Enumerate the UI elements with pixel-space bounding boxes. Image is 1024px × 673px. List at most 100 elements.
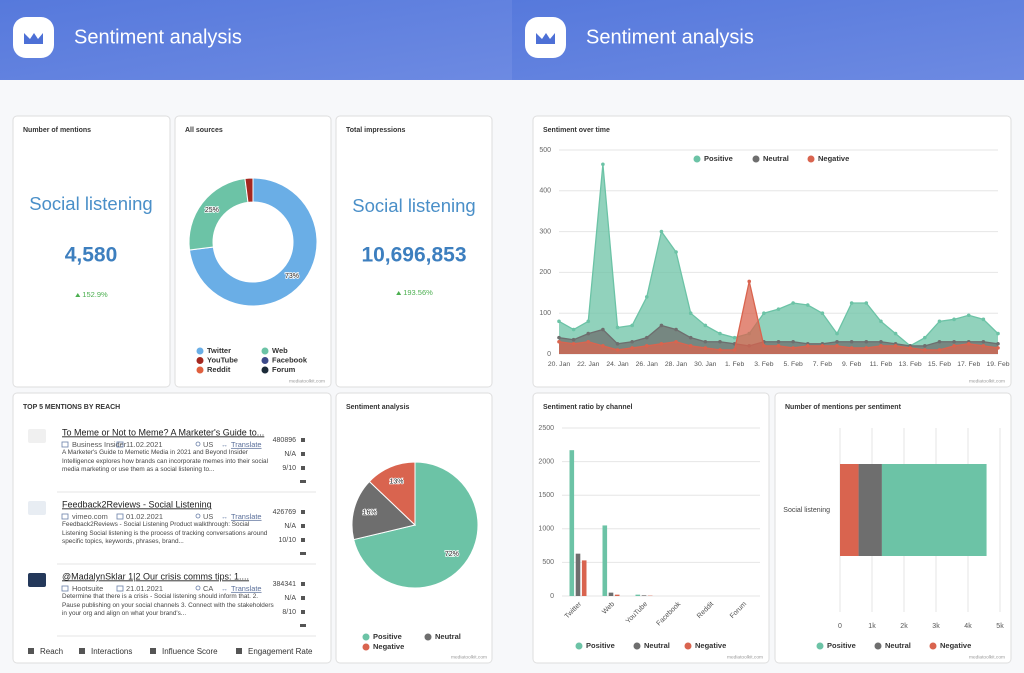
bar bbox=[608, 592, 614, 596]
point bbox=[908, 346, 912, 350]
mentions-legend: Influence Score bbox=[162, 647, 218, 656]
watermark: mediatoolkit.com bbox=[969, 378, 1005, 384]
mention-title: To Meme or Not to Meme? A Marketer's Gui… bbox=[62, 427, 264, 437]
legend-marker bbox=[807, 155, 815, 163]
mention-reach: 426769 bbox=[273, 509, 296, 516]
point bbox=[732, 335, 737, 340]
watermark: mediatoolkit.com bbox=[969, 654, 1005, 660]
mention-date: 11.02.2021 bbox=[126, 440, 162, 449]
point bbox=[557, 319, 561, 324]
point bbox=[864, 339, 869, 344]
card bbox=[335, 115, 493, 388]
icon bbox=[61, 585, 69, 592]
point bbox=[879, 319, 883, 324]
stat-icon bbox=[301, 524, 305, 528]
stat-icon bbox=[301, 466, 305, 470]
x-tick-label: 11. Feb bbox=[870, 361, 893, 368]
x-tick-label: 7. Feb bbox=[813, 361, 832, 368]
legend-marker bbox=[816, 642, 824, 650]
mention-source: Hootsuite bbox=[72, 584, 103, 593]
legend-icon bbox=[236, 648, 242, 654]
point bbox=[630, 323, 634, 328]
point bbox=[762, 344, 766, 348]
point bbox=[601, 327, 605, 332]
bar bbox=[641, 595, 647, 596]
y-tick-label: 200 bbox=[539, 269, 551, 276]
legend-icon bbox=[79, 648, 85, 654]
icon bbox=[195, 441, 201, 447]
translate-link: Translate bbox=[231, 440, 262, 449]
point bbox=[835, 344, 839, 348]
bar bbox=[614, 594, 620, 596]
point bbox=[674, 339, 678, 344]
card bbox=[174, 115, 332, 388]
legend-marker bbox=[575, 642, 583, 650]
stat-icon bbox=[301, 610, 305, 614]
point bbox=[703, 323, 708, 328]
legend-marker bbox=[261, 347, 269, 355]
legend-label: Forum bbox=[272, 365, 296, 374]
mentions-legend: Reach bbox=[40, 647, 63, 656]
stat-icon bbox=[301, 582, 305, 586]
point bbox=[615, 342, 620, 346]
chart-title: Sentiment over time bbox=[543, 127, 610, 134]
legend-label: Negative bbox=[695, 641, 726, 650]
point bbox=[937, 339, 942, 344]
icon bbox=[61, 441, 69, 448]
legend-marker bbox=[261, 366, 269, 374]
point bbox=[937, 348, 942, 352]
legend-marker bbox=[196, 347, 204, 355]
point bbox=[952, 344, 956, 348]
stat-icon bbox=[301, 438, 305, 442]
point bbox=[864, 301, 869, 305]
slice bbox=[351, 480, 417, 541]
y-tick-label: 100 bbox=[539, 310, 551, 317]
point bbox=[835, 331, 839, 336]
stat-icon bbox=[301, 596, 305, 600]
point bbox=[966, 313, 971, 318]
point bbox=[952, 317, 956, 322]
point bbox=[571, 342, 576, 346]
legend-marker bbox=[362, 633, 370, 641]
point bbox=[659, 342, 664, 346]
y-tick-label: 400 bbox=[539, 188, 551, 195]
legend-marker bbox=[693, 155, 701, 163]
mention-title: Feedback2Reviews - Social Listening bbox=[62, 499, 212, 509]
bar-segment bbox=[840, 464, 859, 556]
icon bbox=[195, 513, 201, 519]
y-tick-label: 0 bbox=[547, 351, 551, 358]
icon bbox=[116, 513, 124, 520]
mention-influence: 10/10 bbox=[278, 537, 296, 544]
point bbox=[996, 331, 1000, 336]
slice bbox=[188, 177, 318, 307]
point bbox=[688, 311, 693, 316]
card-title: Total impressions bbox=[346, 127, 405, 134]
legend-marker bbox=[362, 643, 370, 651]
legend-marker bbox=[684, 642, 692, 650]
mention-title: @MadalynSklar 1|2 Our crisis comms tips:… bbox=[62, 571, 249, 581]
y-tick-label: 500 bbox=[539, 147, 551, 154]
mention-date: 21.01.2021 bbox=[126, 584, 163, 593]
slice-label: 72% bbox=[445, 551, 459, 558]
point bbox=[791, 346, 795, 350]
legend-label: Twitter bbox=[207, 346, 231, 355]
point bbox=[688, 344, 693, 348]
point bbox=[820, 311, 825, 316]
stat-icon bbox=[300, 552, 306, 555]
mentions-legend: Engagement Rate bbox=[248, 647, 313, 656]
area-fill bbox=[559, 164, 998, 354]
mention-interactions: N/A bbox=[284, 595, 296, 602]
point bbox=[645, 344, 649, 348]
source-logo bbox=[28, 573, 46, 587]
slice bbox=[353, 461, 479, 589]
point bbox=[835, 339, 839, 344]
mention-country: US bbox=[203, 440, 213, 449]
point bbox=[718, 339, 722, 344]
icon bbox=[61, 513, 69, 520]
mention-snippet: A Marketer's Guide to Memetic Media in 2… bbox=[62, 449, 269, 474]
x-tick-label: 3k bbox=[932, 623, 940, 630]
point bbox=[586, 319, 591, 324]
point bbox=[688, 335, 693, 340]
icon bbox=[116, 585, 124, 592]
point bbox=[703, 346, 708, 350]
